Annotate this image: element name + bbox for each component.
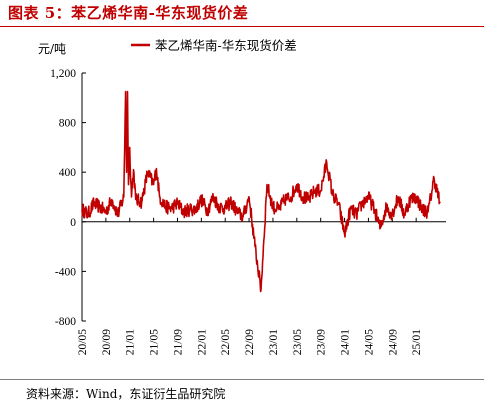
source-note: 资料来源：Wind，东证衍生品研究院 [26, 387, 226, 401]
y-tick-label: 800 [59, 118, 77, 130]
x-tick-label: 20/09 [101, 329, 113, 355]
x-tick-label: 22/01 [196, 329, 208, 355]
y-axis-unit: 元/吨 [38, 42, 66, 56]
x-tick-label: 24/01 [340, 329, 352, 355]
x-tick-label: 24/09 [387, 329, 399, 355]
legend-label: 苯乙烯华南-华东现货价差 [155, 38, 297, 53]
y-tick-label: 0 [70, 217, 76, 229]
spread-line-chart: 元/吨 苯乙烯华南-华东现货价差 -800 -400 0 400 800 1,200 20/05… [38, 38, 446, 355]
title-rule [0, 26, 484, 27]
x-tick-label: 22/05 [220, 329, 232, 355]
figure-title: 图表 5：苯乙烯华南-华东现货价差 [8, 4, 249, 22]
x-tick-label: 23/05 [292, 329, 304, 355]
x-tick-label: 21/01 [125, 329, 137, 355]
series-line [81, 90, 441, 293]
x-tick-label: 24/05 [363, 329, 375, 355]
y-tick-label: 1,200 [50, 68, 76, 80]
y-tick-label: 400 [59, 167, 77, 179]
x-tick-label: 20/05 [77, 329, 89, 355]
x-tick-label: 25/01 [411, 329, 423, 355]
x-tick-label: 23/01 [268, 329, 280, 355]
y-tick-label: -400 [55, 266, 76, 278]
x-tick-label: 21/05 [149, 329, 161, 355]
x-tick-label: 21/09 [172, 329, 184, 355]
footer-rule [0, 379, 484, 380]
y-tick-label: -800 [55, 316, 76, 328]
x-tick-label: 23/09 [316, 329, 328, 355]
x-tick-label: 22/09 [244, 329, 256, 355]
